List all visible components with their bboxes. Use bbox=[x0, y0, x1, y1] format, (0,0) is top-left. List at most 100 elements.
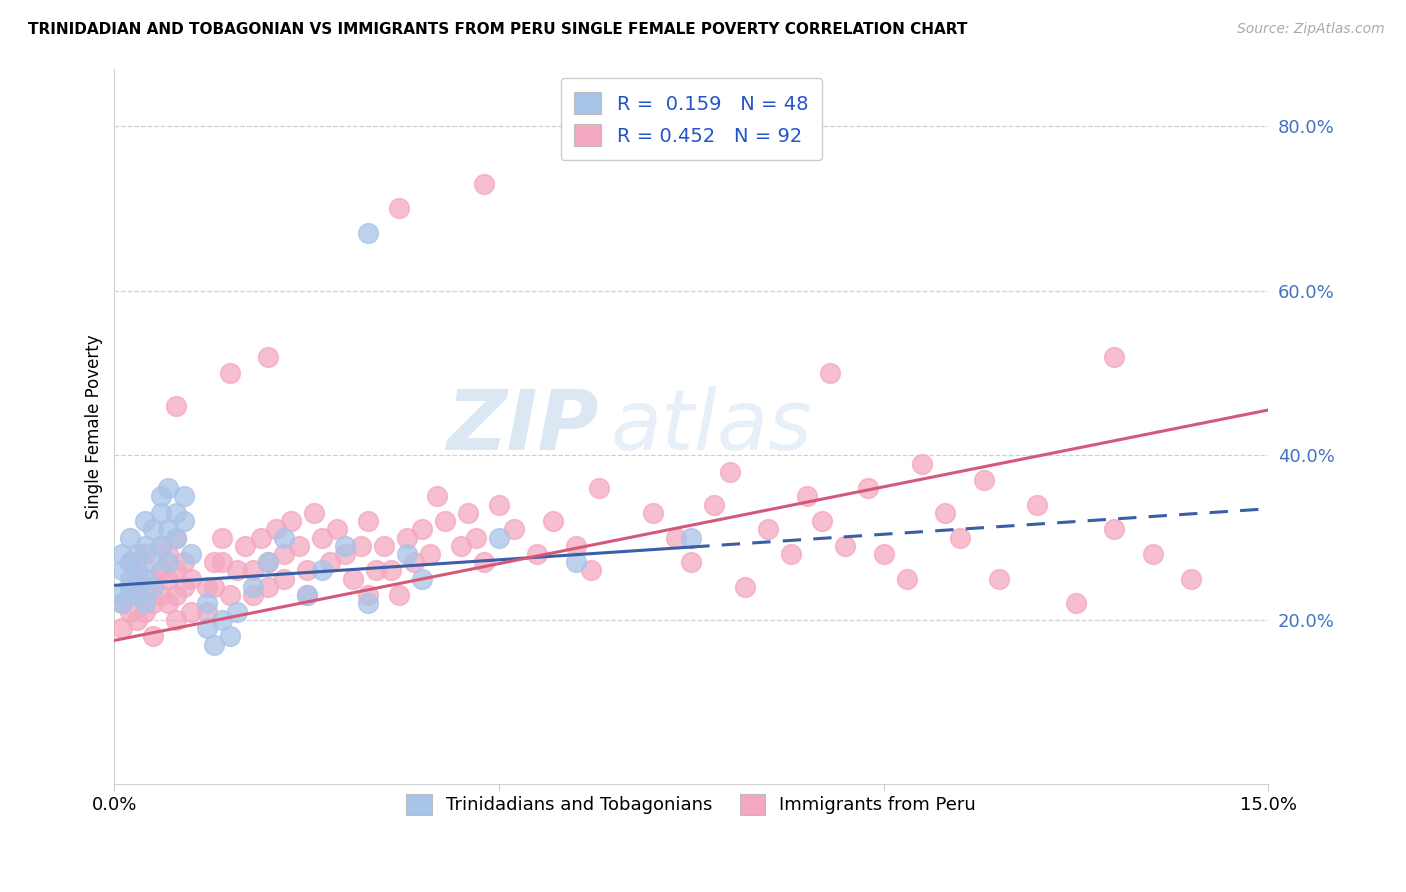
Point bbox=[342, 572, 364, 586]
Point bbox=[165, 564, 187, 578]
Point bbox=[357, 596, 380, 610]
Point bbox=[641, 506, 664, 520]
Point bbox=[118, 580, 141, 594]
Point bbox=[142, 596, 165, 610]
Point bbox=[226, 605, 249, 619]
Point bbox=[118, 531, 141, 545]
Point bbox=[434, 514, 457, 528]
Point bbox=[364, 564, 387, 578]
Point bbox=[395, 531, 418, 545]
Point bbox=[173, 490, 195, 504]
Point bbox=[541, 514, 564, 528]
Point bbox=[264, 522, 287, 536]
Point bbox=[202, 580, 225, 594]
Point bbox=[872, 547, 894, 561]
Point bbox=[242, 588, 264, 602]
Point bbox=[249, 531, 271, 545]
Point bbox=[665, 531, 688, 545]
Point bbox=[118, 580, 141, 594]
Point bbox=[127, 547, 149, 561]
Point bbox=[1104, 350, 1126, 364]
Point bbox=[257, 555, 280, 569]
Point bbox=[581, 564, 603, 578]
Point bbox=[149, 506, 172, 520]
Point bbox=[111, 596, 134, 610]
Point bbox=[242, 564, 264, 578]
Point bbox=[373, 539, 395, 553]
Point bbox=[526, 547, 548, 561]
Point bbox=[457, 506, 479, 520]
Point bbox=[295, 588, 318, 602]
Point bbox=[257, 350, 280, 364]
Point bbox=[195, 621, 218, 635]
Point bbox=[734, 580, 756, 594]
Point bbox=[149, 539, 172, 553]
Point bbox=[333, 547, 356, 561]
Point bbox=[127, 564, 149, 578]
Point bbox=[273, 572, 295, 586]
Point bbox=[118, 605, 141, 619]
Point bbox=[242, 580, 264, 594]
Text: ZIP: ZIP bbox=[446, 386, 599, 467]
Point bbox=[226, 564, 249, 578]
Point bbox=[911, 457, 934, 471]
Point bbox=[273, 531, 295, 545]
Point bbox=[127, 564, 149, 578]
Point bbox=[118, 572, 141, 586]
Point bbox=[488, 498, 510, 512]
Point bbox=[149, 588, 172, 602]
Point bbox=[796, 490, 818, 504]
Point bbox=[218, 629, 240, 643]
Point bbox=[856, 481, 879, 495]
Point bbox=[1180, 572, 1202, 586]
Point bbox=[165, 506, 187, 520]
Point bbox=[118, 555, 141, 569]
Point bbox=[987, 572, 1010, 586]
Point bbox=[165, 531, 187, 545]
Point bbox=[257, 580, 280, 594]
Point bbox=[218, 588, 240, 602]
Point bbox=[1142, 547, 1164, 561]
Point bbox=[157, 481, 180, 495]
Point bbox=[173, 514, 195, 528]
Point bbox=[295, 564, 318, 578]
Point bbox=[934, 506, 956, 520]
Point bbox=[565, 539, 588, 553]
Point bbox=[1064, 596, 1087, 610]
Point bbox=[118, 555, 141, 569]
Point bbox=[195, 596, 218, 610]
Point bbox=[333, 539, 356, 553]
Point bbox=[565, 555, 588, 569]
Point bbox=[949, 531, 972, 545]
Point bbox=[211, 555, 233, 569]
Point bbox=[134, 596, 156, 610]
Point bbox=[111, 588, 134, 602]
Point bbox=[211, 613, 233, 627]
Point bbox=[896, 572, 918, 586]
Point bbox=[233, 539, 256, 553]
Text: Source: ZipAtlas.com: Source: ZipAtlas.com bbox=[1237, 22, 1385, 37]
Point bbox=[218, 366, 240, 380]
Point bbox=[142, 580, 165, 594]
Point bbox=[180, 547, 202, 561]
Point bbox=[149, 564, 172, 578]
Point bbox=[780, 547, 803, 561]
Point bbox=[142, 555, 165, 569]
Point bbox=[142, 572, 165, 586]
Point bbox=[295, 588, 318, 602]
Point bbox=[157, 596, 180, 610]
Point bbox=[834, 539, 856, 553]
Point bbox=[503, 522, 526, 536]
Point bbox=[157, 522, 180, 536]
Point bbox=[311, 564, 333, 578]
Point bbox=[165, 399, 187, 413]
Point bbox=[588, 481, 610, 495]
Point bbox=[703, 498, 725, 512]
Point bbox=[134, 605, 156, 619]
Point bbox=[173, 580, 195, 594]
Point bbox=[202, 638, 225, 652]
Point bbox=[311, 531, 333, 545]
Point bbox=[288, 539, 311, 553]
Point bbox=[134, 539, 156, 553]
Point bbox=[127, 588, 149, 602]
